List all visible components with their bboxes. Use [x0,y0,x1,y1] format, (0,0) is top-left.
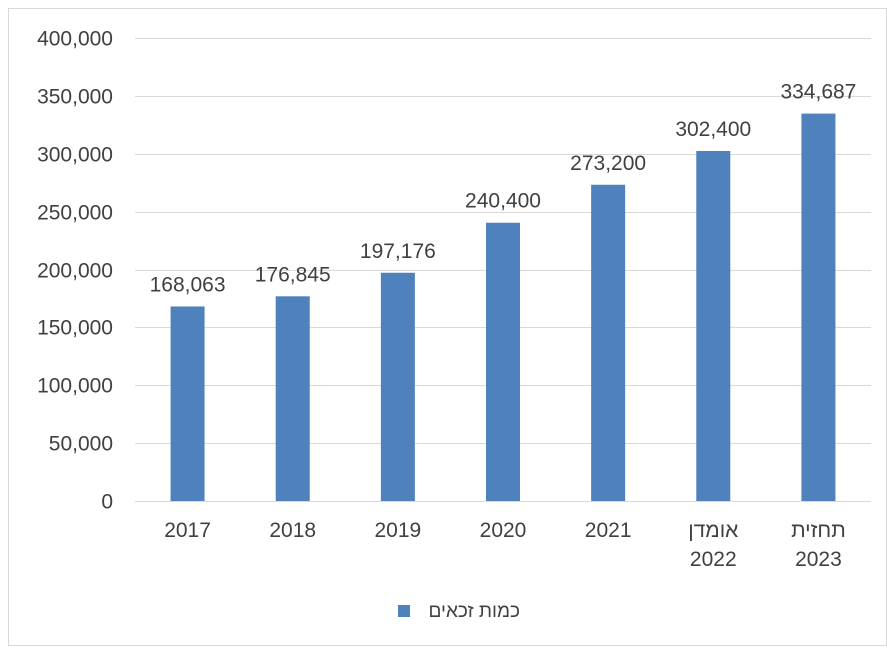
y-tick-label: 250,000 [37,202,113,225]
bar [696,150,731,502]
data-labels: 168,063 176,845 197,176 240,400 273,200 302,4… [150,81,857,297]
legend-swatch [398,605,410,617]
bar [170,306,205,501]
x-tick-label: 2019 [374,519,421,542]
x-axis-ticks: 2017 2018 2019 2020 2021 אומדן 2022 תחזית 2023 [164,519,846,571]
gridlines [135,38,871,502]
x-tick-label: 2020 [480,519,527,542]
y-tick-label: 400,000 [37,28,113,51]
y-tick-label: 200,000 [37,260,113,283]
bar-value-label: 273,200 [570,152,646,175]
x-tick-label: 2018 [269,519,316,542]
x-tick-label: 2022 [690,548,737,571]
legend: כמות זכאים [398,601,520,622]
y-tick-label: 50,000 [49,433,113,456]
bar [486,222,520,501]
x-tick-label: אומדן [688,519,738,542]
bar-value-label: 168,063 [150,273,226,296]
bar-value-label: 240,400 [465,190,541,213]
y-tick-label: 350,000 [37,86,113,109]
y-tick-label: 300,000 [37,144,113,167]
x-tick-label: 2017 [164,519,211,542]
bar [591,184,626,501]
bar-value-label: 197,176 [360,240,436,263]
x-tick-label: 2023 [795,548,842,571]
x-tick-label: 2021 [585,519,632,542]
bar [801,113,836,502]
y-tick-label: 100,000 [37,375,113,398]
y-axis-ticks: 0 50,000 100,000 150,000 200,000 250,000 300,0… [37,28,113,514]
y-tick-label: 0 [101,491,113,514]
bar [275,296,310,501]
bar [380,272,415,501]
bar-value-label: 176,845 [255,263,331,286]
legend-label: כמות זכאים [429,601,520,622]
bar-value-label: 302,400 [675,118,751,141]
bar-value-label: 334,687 [780,81,856,104]
y-tick-label: 150,000 [37,317,113,340]
x-tick-label: תחזית [791,519,846,542]
bars [170,113,836,502]
